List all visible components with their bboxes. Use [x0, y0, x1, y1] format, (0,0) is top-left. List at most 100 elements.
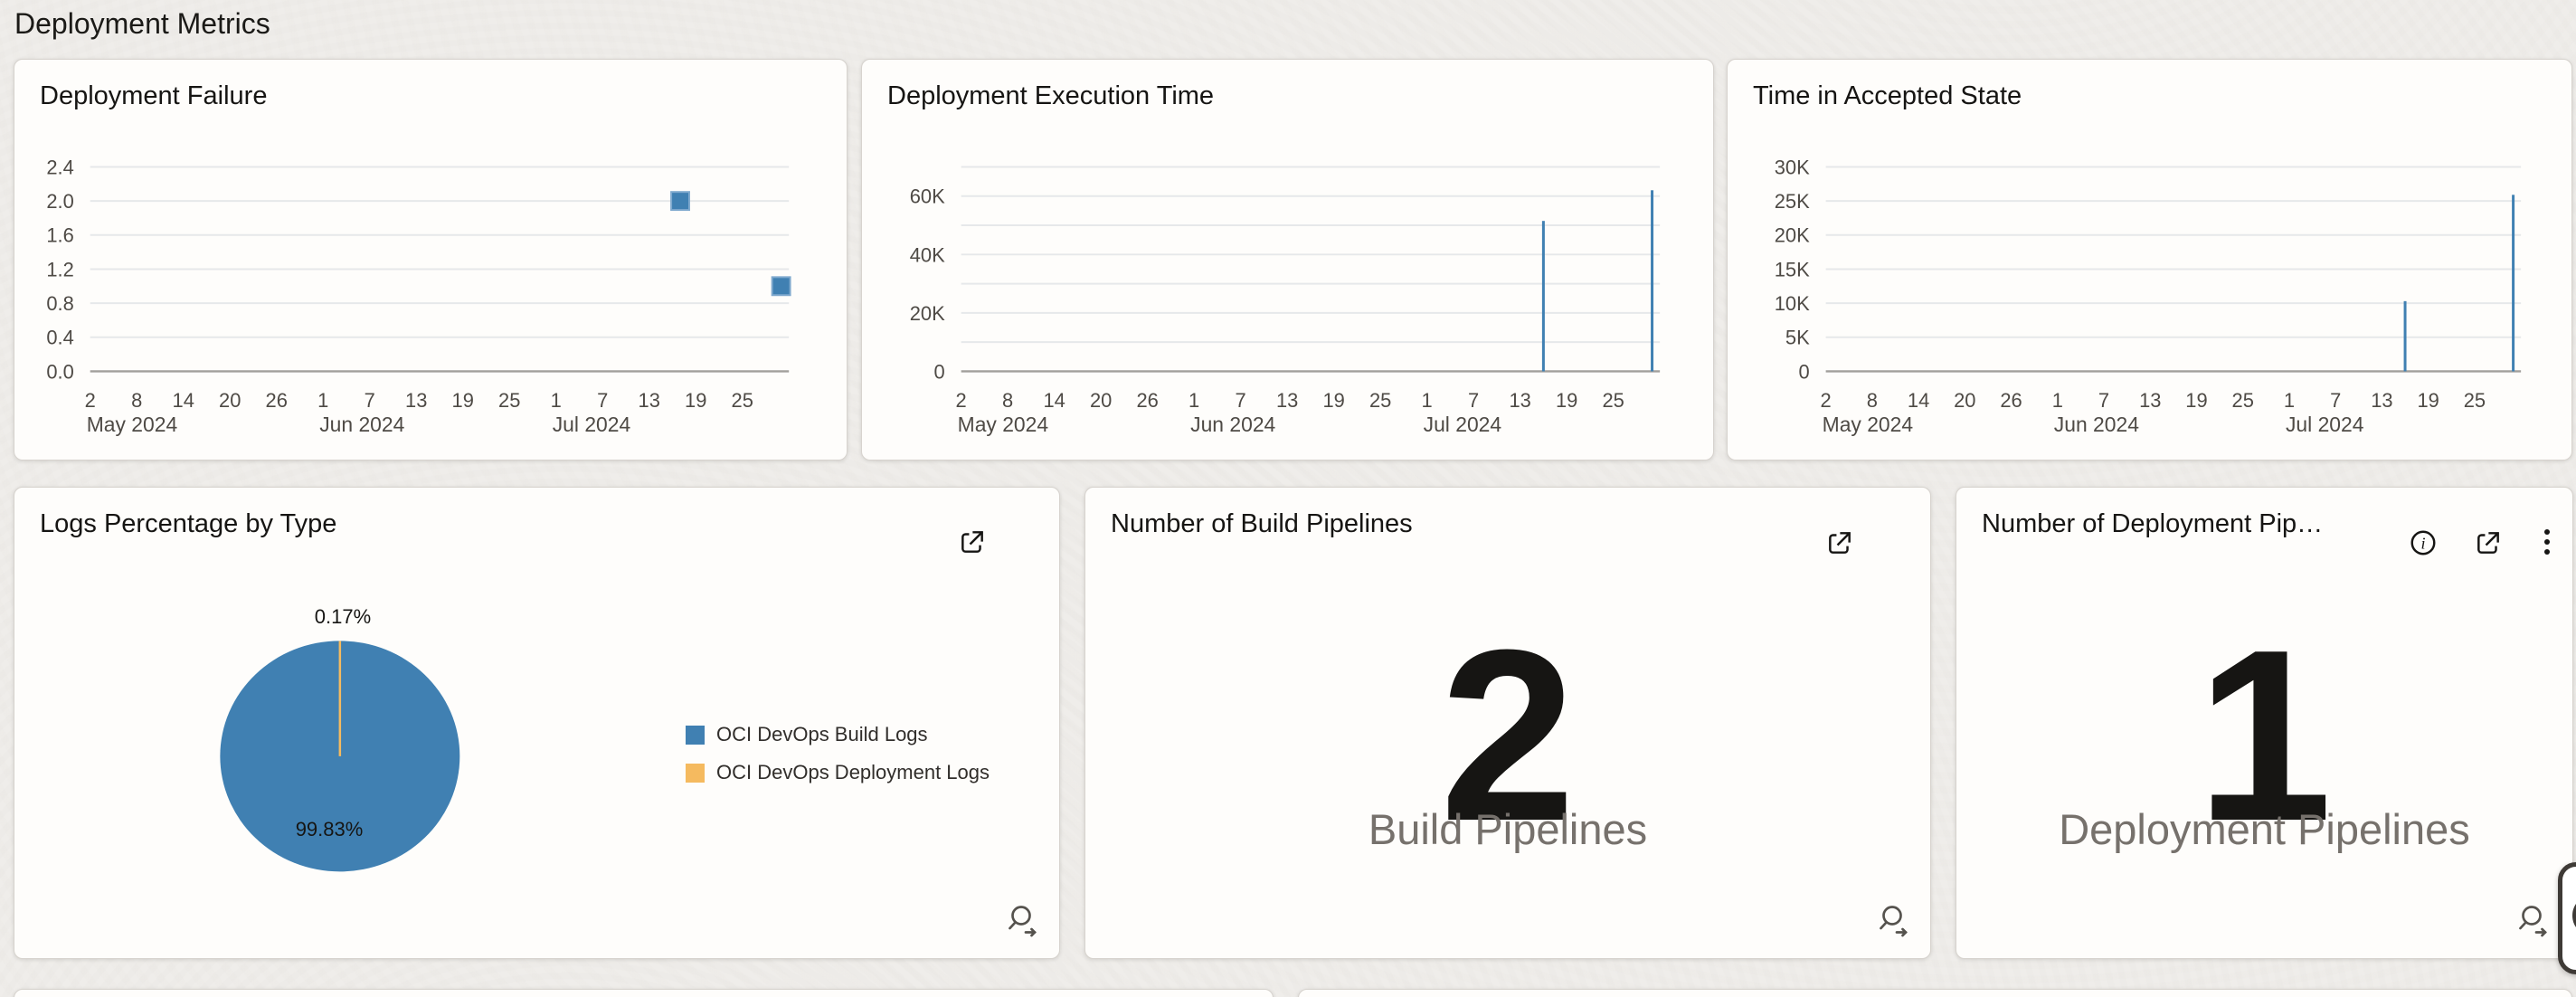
svg-text:Jul 2024: Jul 2024: [1424, 413, 1502, 436]
kpi-title: Number of Deployment Pip…: [1982, 509, 2324, 538]
legend-item[interactable]: OCI DevOps Deployment Logs: [686, 761, 990, 784]
chart-title: Deployment Execution Time: [887, 81, 1215, 110]
svg-text:20: 20: [219, 389, 241, 412]
legend-swatch-build-logs: [686, 725, 705, 745]
svg-text:1: 1: [1189, 389, 1199, 412]
legend-label: OCI DevOps Deployment Logs: [716, 761, 990, 783]
card-number-of-build-pipelines: Number of Build Pipelines 2 Build Pipeli…: [1084, 487, 1931, 959]
deployment-execution-time-chart: 0 20K 40K 60K 2 8 14 20 26 1 7 13 19 25 1 7 13 19 25 May 20…: [910, 166, 1661, 436]
kpi-title: Number of Build Pipelines: [1111, 509, 1413, 538]
svg-text:8: 8: [1002, 389, 1013, 412]
svg-text:26: 26: [1136, 389, 1158, 412]
svg-text:30K: 30K: [1775, 156, 1810, 178]
card-deployment-execution-time: 0 20K 40K 60K 2 8 14 20 26 1 7 13 19 25 1 7 13 19 25 May 20…: [861, 59, 1714, 461]
svg-text:0.8: 0.8: [46, 292, 73, 315]
svg-text:Jun 2024: Jun 2024: [319, 413, 404, 436]
svg-text:19: 19: [2417, 389, 2439, 412]
svg-text:5K: 5K: [1785, 327, 1810, 349]
svg-text:7: 7: [2098, 389, 2109, 412]
svg-text:60K: 60K: [910, 185, 945, 208]
svg-text:25: 25: [2464, 389, 2486, 412]
kpi-label: Deployment Pipelines: [2059, 805, 2470, 853]
card-partial-bottom-left: [14, 989, 1274, 997]
svg-text:20: 20: [1090, 389, 1112, 412]
svg-text:7: 7: [1236, 389, 1246, 412]
deployment-failure-chart: 0.0 0.4 0.8 1.2 1.6 2.0 2.4 2 8 14 20 26 1 7 13 19 25 1 7 1…: [46, 156, 791, 436]
svg-text:Jun 2024: Jun 2024: [1190, 413, 1275, 436]
open-in-new-icon[interactable]: [958, 527, 987, 556]
svg-text:1: 1: [1422, 389, 1433, 412]
chart-title: Deployment Failure: [40, 81, 268, 110]
chart-title: Logs Percentage by Type: [40, 509, 337, 538]
svg-text:May 2024: May 2024: [958, 413, 1049, 436]
svg-text:26: 26: [266, 389, 288, 412]
open-in-new-icon[interactable]: [2474, 528, 2503, 557]
svg-text:26: 26: [2000, 389, 2022, 412]
svg-text:Jun 2024: Jun 2024: [2054, 413, 2139, 436]
svg-text:13: 13: [2371, 389, 2392, 412]
svg-text:0: 0: [934, 360, 945, 383]
explore-data-magnifier-icon[interactable]: [1878, 904, 1910, 940]
explore-data-magnifier-icon[interactable]: [2517, 904, 2550, 940]
svg-text:1: 1: [2284, 389, 2295, 412]
svg-text:0: 0: [1799, 360, 1810, 383]
legend-label: OCI DevOps Build Logs: [716, 723, 928, 745]
time-in-accepted-state-chart: 0 5K 10K 15K 20K 25K 30K 2 8 14 20 26 1 7 13 19 25 1 7 13 19…: [1775, 156, 2522, 436]
svg-text:7: 7: [597, 389, 608, 412]
svg-text:1: 1: [317, 389, 328, 412]
svg-text:1: 1: [2052, 389, 2063, 412]
svg-text:2: 2: [85, 389, 96, 412]
help-circle-icon: [2572, 895, 2576, 936]
svg-text:13: 13: [2139, 389, 2161, 412]
kebab-menu-icon[interactable]: [2542, 527, 2552, 556]
svg-text:25: 25: [498, 389, 520, 412]
svg-text:14: 14: [1908, 389, 1929, 412]
svg-text:2.4: 2.4: [46, 156, 73, 178]
svg-text:15K: 15K: [1775, 258, 1810, 280]
legend-swatch-deployment-logs: [686, 763, 705, 783]
svg-text:7: 7: [2330, 389, 2341, 412]
svg-text:14: 14: [173, 389, 194, 412]
svg-text:2.0: 2.0: [46, 190, 73, 213]
svg-text:1.6: 1.6: [46, 224, 73, 247]
svg-text:40K: 40K: [910, 243, 945, 266]
floating-help-button[interactable]: [2558, 862, 2576, 974]
svg-text:i: i: [2420, 534, 2425, 552]
svg-text:8: 8: [131, 389, 142, 412]
svg-text:19: 19: [452, 389, 474, 412]
svg-text:25K: 25K: [1775, 190, 1810, 213]
svg-text:7: 7: [365, 389, 375, 412]
svg-text:14: 14: [1043, 389, 1065, 412]
svg-text:0.0: 0.0: [46, 360, 73, 383]
page-title: Deployment Metrics: [14, 7, 270, 40]
svg-text:13: 13: [1276, 389, 1298, 412]
card-deployment-failure: 0.0 0.4 0.8 1.2 1.6 2.0 2.4 2 8 14 20 26 1 7 13 19 25 1 7 1…: [14, 59, 848, 461]
svg-text:7: 7: [1468, 389, 1479, 412]
svg-text:Jul 2024: Jul 2024: [2286, 413, 2364, 436]
svg-text:0.4: 0.4: [46, 327, 73, 349]
svg-text:13: 13: [639, 389, 660, 412]
kpi-value: 2: [1439, 600, 1577, 872]
info-circle-icon[interactable]: i: [2409, 528, 2438, 557]
svg-text:25: 25: [1369, 389, 1391, 412]
card-partial-bottom-right: [1298, 989, 2572, 997]
explore-data-magnifier-icon[interactable]: [1007, 904, 1039, 940]
open-in-new-icon[interactable]: [1825, 528, 1854, 557]
svg-text:13: 13: [405, 389, 427, 412]
svg-text:Jul 2024: Jul 2024: [553, 413, 631, 436]
svg-text:25: 25: [732, 389, 753, 412]
svg-text:19: 19: [685, 389, 706, 412]
svg-text:May 2024: May 2024: [1823, 413, 1914, 436]
card-number-of-deployment-pipelines: Number of Deployment Pip… i 1 Deployment…: [1956, 487, 2573, 959]
logs-percentage-pie-chart: [220, 641, 460, 872]
card-time-in-accepted-state: 0 5K 10K 15K 20K 25K 30K 2 8 14 20 26 1 7 13 19 25 1 7 13 19…: [1727, 59, 2572, 461]
svg-text:8: 8: [1867, 389, 1878, 412]
svg-text:20K: 20K: [1775, 224, 1810, 247]
svg-text:19: 19: [2185, 389, 2207, 412]
svg-text:19: 19: [1556, 389, 1577, 412]
svg-text:1.2: 1.2: [46, 258, 73, 280]
svg-text:May 2024: May 2024: [87, 413, 178, 436]
kpi-value: 1: [2196, 600, 2333, 872]
legend-item[interactable]: OCI DevOps Build Logs: [686, 723, 990, 746]
card-logs-percentage-by-type: Logs Percentage by Type 0.17% 99.83% OCI…: [14, 487, 1060, 959]
